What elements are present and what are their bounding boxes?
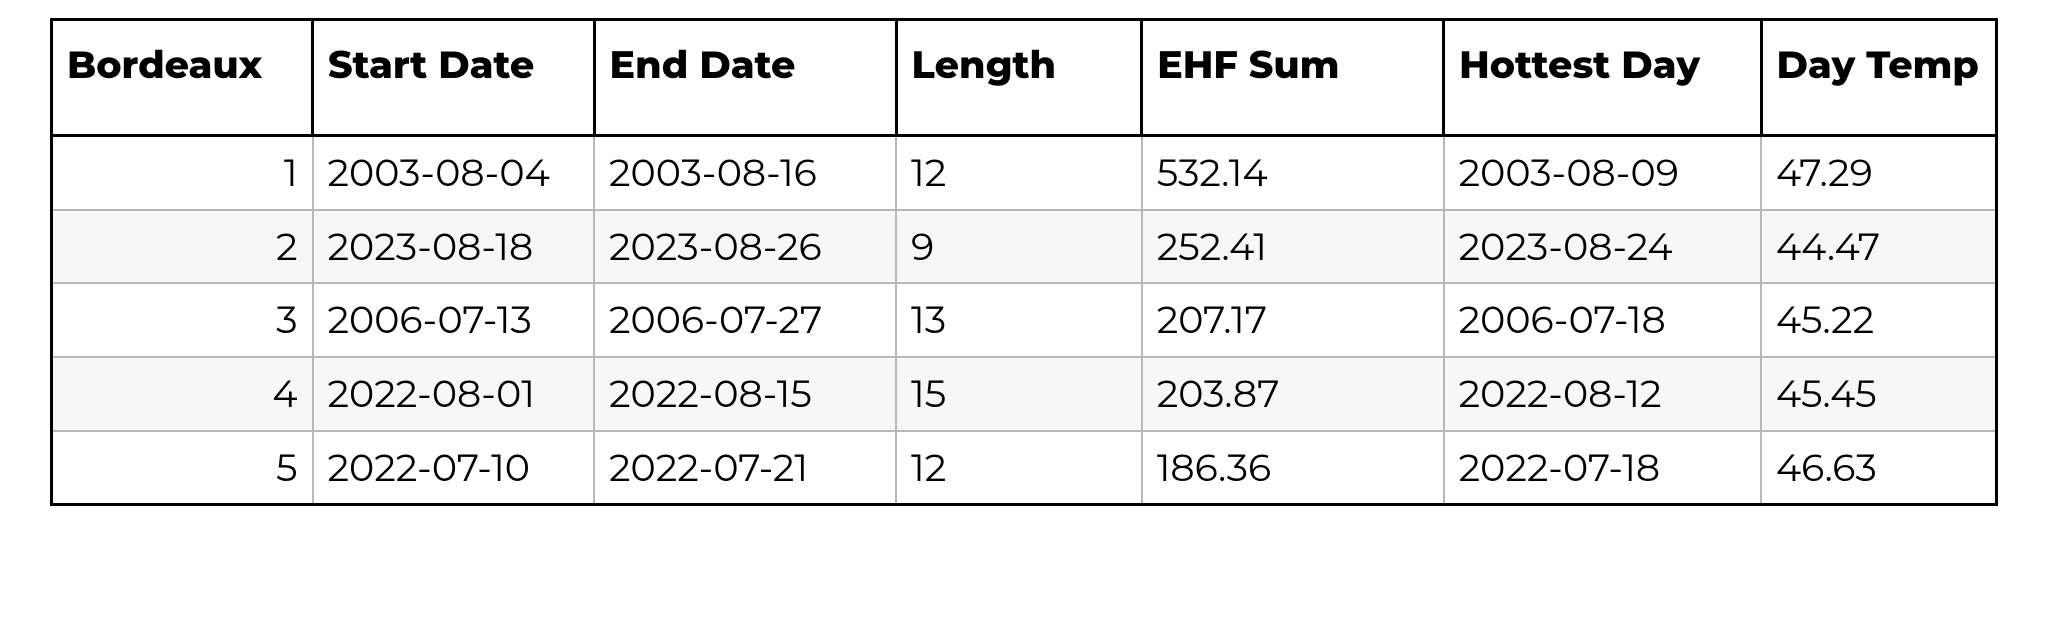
cell-ehf-sum: 252.41 xyxy=(1142,210,1444,284)
bordeaux-heat-events-table: Bordeaux Start Date End Date Length EHF … xyxy=(50,18,1998,506)
cell-index: 2 xyxy=(52,210,313,284)
cell-hottest-day: 2022-07-18 xyxy=(1444,431,1761,505)
cell-index: 4 xyxy=(52,357,313,431)
table-row: 3 2006-07-13 2006-07-27 13 207.17 2006-0… xyxy=(52,283,1997,357)
table-row: 4 2022-08-01 2022-08-15 15 203.87 2022-0… xyxy=(52,357,1997,431)
cell-day-temp: 44.47 xyxy=(1761,210,1997,284)
cell-hottest-day: 2006-07-18 xyxy=(1444,283,1761,357)
table-header-row: Bordeaux Start Date End Date Length EHF … xyxy=(52,20,1997,136)
cell-index: 5 xyxy=(52,431,313,505)
cell-hottest-day: 2023-08-24 xyxy=(1444,210,1761,284)
col-bordeaux: Bordeaux xyxy=(52,20,313,136)
table-body: 1 2003-08-04 2003-08-16 12 532.14 2003-0… xyxy=(52,136,1997,505)
cell-ehf-sum: 203.87 xyxy=(1142,357,1444,431)
cell-start-date: 2006-07-13 xyxy=(313,283,595,357)
cell-day-temp: 45.45 xyxy=(1761,357,1997,431)
cell-length: 12 xyxy=(896,136,1142,210)
cell-start-date: 2023-08-18 xyxy=(313,210,595,284)
table-container: Bordeaux Start Date End Date Length EHF … xyxy=(0,0,2048,636)
col-start-date: Start Date xyxy=(313,20,595,136)
cell-ehf-sum: 207.17 xyxy=(1142,283,1444,357)
cell-length: 9 xyxy=(896,210,1142,284)
cell-length: 15 xyxy=(896,357,1142,431)
col-ehf-sum: EHF Sum xyxy=(1142,20,1444,136)
cell-hottest-day: 2003-08-09 xyxy=(1444,136,1761,210)
cell-index: 3 xyxy=(52,283,313,357)
cell-start-date: 2022-07-10 xyxy=(313,431,595,505)
col-end-date: End Date xyxy=(594,20,896,136)
table-row: 1 2003-08-04 2003-08-16 12 532.14 2003-0… xyxy=(52,136,1997,210)
cell-day-temp: 45.22 xyxy=(1761,283,1997,357)
cell-end-date: 2023-08-26 xyxy=(594,210,896,284)
cell-day-temp: 47.29 xyxy=(1761,136,1997,210)
table-row: 2 2023-08-18 2023-08-26 9 252.41 2023-08… xyxy=(52,210,1997,284)
col-day-temp: Day Temp xyxy=(1761,20,1997,136)
table-header: Bordeaux Start Date End Date Length EHF … xyxy=(52,20,1997,136)
cell-end-date: 2006-07-27 xyxy=(594,283,896,357)
col-length: Length xyxy=(896,20,1142,136)
cell-length: 12 xyxy=(896,431,1142,505)
table-row: 5 2022-07-10 2022-07-21 12 186.36 2022-0… xyxy=(52,431,1997,505)
cell-ehf-sum: 186.36 xyxy=(1142,431,1444,505)
cell-hottest-day: 2022-08-12 xyxy=(1444,357,1761,431)
cell-length: 13 xyxy=(896,283,1142,357)
cell-end-date: 2022-07-21 xyxy=(594,431,896,505)
cell-ehf-sum: 532.14 xyxy=(1142,136,1444,210)
cell-end-date: 2003-08-16 xyxy=(594,136,896,210)
col-hottest-day: Hottest Day xyxy=(1444,20,1761,136)
cell-start-date: 2022-08-01 xyxy=(313,357,595,431)
cell-day-temp: 46.63 xyxy=(1761,431,1997,505)
cell-end-date: 2022-08-15 xyxy=(594,357,896,431)
cell-start-date: 2003-08-04 xyxy=(313,136,595,210)
cell-index: 1 xyxy=(52,136,313,210)
